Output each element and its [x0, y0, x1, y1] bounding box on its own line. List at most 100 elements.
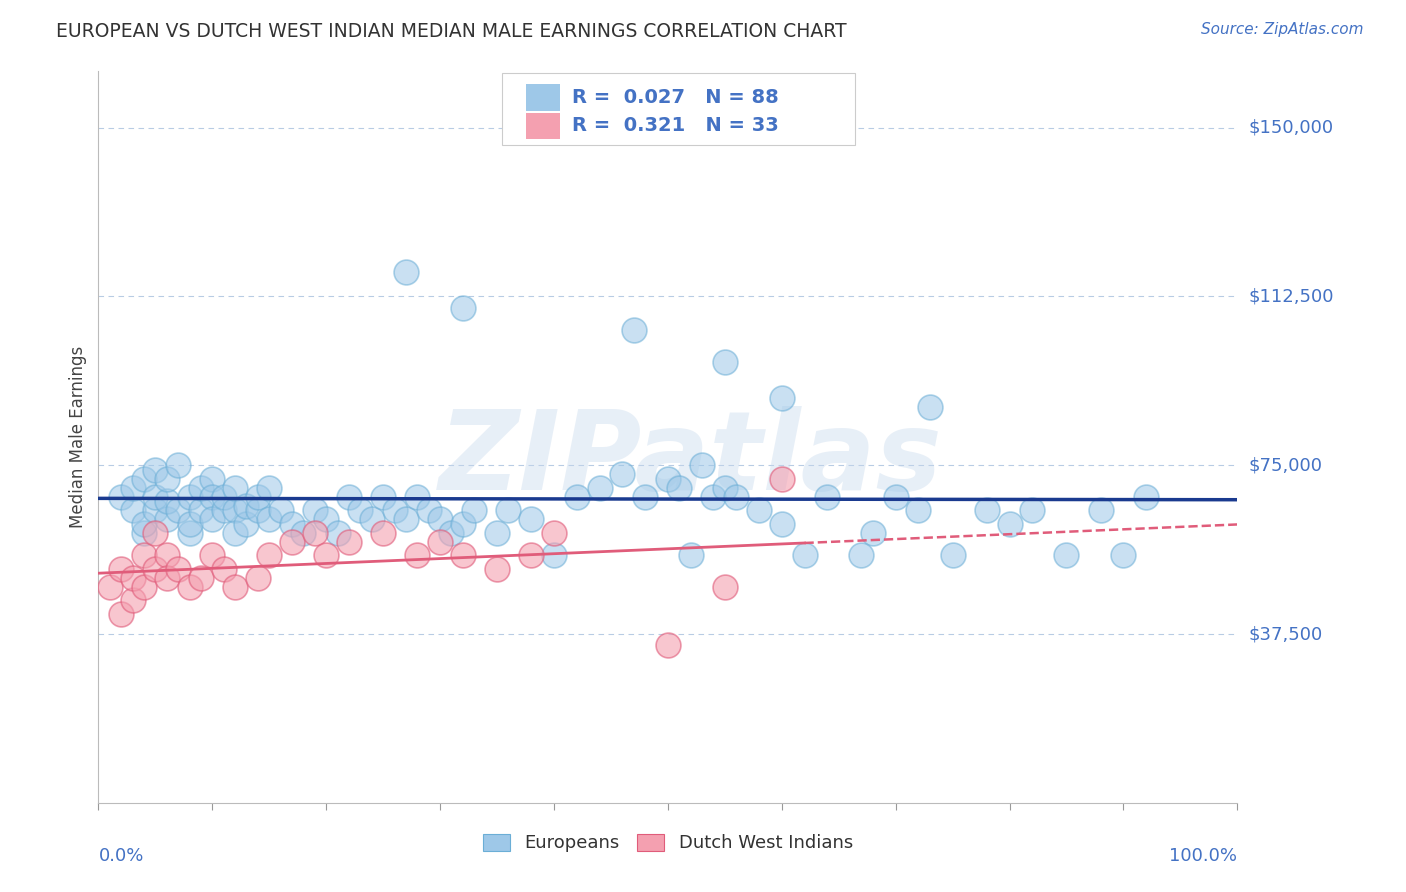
Point — [132, 525, 155, 540]
Point — [145, 490, 167, 504]
Point — [486, 562, 509, 576]
Point — [281, 516, 304, 531]
Text: R =  0.321   N = 33: R = 0.321 N = 33 — [572, 117, 779, 136]
Point — [315, 512, 337, 526]
Point — [246, 503, 269, 517]
Point — [714, 580, 737, 594]
Point — [326, 525, 349, 540]
Point — [156, 472, 179, 486]
Point — [748, 503, 770, 517]
Point — [770, 391, 793, 405]
Point — [429, 534, 451, 549]
Point — [349, 503, 371, 517]
Point — [770, 516, 793, 531]
Point — [1112, 548, 1135, 562]
Point — [451, 516, 474, 531]
Point — [190, 571, 212, 585]
Point — [406, 490, 429, 504]
Point — [259, 481, 281, 495]
Point — [565, 490, 588, 504]
Point — [486, 525, 509, 540]
Point — [418, 503, 440, 517]
Text: ZIPatlas: ZIPatlas — [439, 406, 942, 513]
Point — [907, 503, 929, 517]
Point — [201, 490, 224, 504]
Point — [132, 472, 155, 486]
Point — [235, 516, 257, 531]
Text: $75,000: $75,000 — [1249, 456, 1323, 475]
Point — [156, 512, 179, 526]
Point — [98, 580, 121, 594]
Point — [463, 503, 485, 517]
Point — [259, 512, 281, 526]
Point — [167, 458, 190, 473]
Point — [884, 490, 907, 504]
Text: $150,000: $150,000 — [1249, 119, 1333, 136]
Point — [588, 481, 610, 495]
Point — [132, 580, 155, 594]
Point — [612, 467, 634, 482]
Point — [1135, 490, 1157, 504]
Point — [451, 301, 474, 315]
Point — [121, 571, 143, 585]
Point — [145, 562, 167, 576]
Point — [315, 548, 337, 562]
Point — [623, 323, 645, 337]
Point — [304, 525, 326, 540]
Point — [167, 562, 190, 576]
Point — [224, 481, 246, 495]
Point — [862, 525, 884, 540]
Point — [145, 463, 167, 477]
Point — [110, 607, 132, 621]
Point — [429, 512, 451, 526]
Point — [793, 548, 815, 562]
Point — [132, 516, 155, 531]
Point — [201, 512, 224, 526]
Point — [520, 548, 543, 562]
Point — [395, 265, 418, 279]
Point — [1090, 503, 1112, 517]
Point — [406, 548, 429, 562]
Point — [145, 503, 167, 517]
Point — [270, 503, 292, 517]
Point — [1021, 503, 1043, 517]
Point — [337, 534, 360, 549]
Point — [942, 548, 965, 562]
Point — [918, 400, 941, 414]
Point — [770, 472, 793, 486]
Point — [998, 516, 1021, 531]
Point — [451, 548, 474, 562]
Point — [235, 499, 257, 513]
Point — [292, 525, 315, 540]
Point — [371, 490, 394, 504]
Point — [121, 481, 143, 495]
Point — [246, 490, 269, 504]
Point — [110, 562, 132, 576]
Point — [360, 512, 382, 526]
Point — [201, 548, 224, 562]
Point — [679, 548, 702, 562]
Point — [304, 503, 326, 517]
Point — [371, 525, 394, 540]
Text: EUROPEAN VS DUTCH WEST INDIAN MEDIAN MALE EARNINGS CORRELATION CHART: EUROPEAN VS DUTCH WEST INDIAN MEDIAN MAL… — [56, 22, 846, 41]
Point — [110, 490, 132, 504]
Point — [132, 548, 155, 562]
Point — [212, 490, 235, 504]
Point — [657, 472, 679, 486]
Point — [190, 503, 212, 517]
Point — [395, 512, 418, 526]
Point — [121, 503, 143, 517]
Point — [156, 548, 179, 562]
Point — [702, 490, 724, 504]
Legend: Europeans, Dutch West Indians: Europeans, Dutch West Indians — [475, 826, 860, 860]
Point — [179, 525, 201, 540]
Text: $112,500: $112,500 — [1249, 287, 1334, 305]
Point — [337, 490, 360, 504]
Point — [179, 580, 201, 594]
Point — [440, 525, 463, 540]
Text: R =  0.027   N = 88: R = 0.027 N = 88 — [572, 88, 779, 107]
Point — [224, 580, 246, 594]
Y-axis label: Median Male Earnings: Median Male Earnings — [69, 346, 87, 528]
Point — [156, 571, 179, 585]
Point — [145, 525, 167, 540]
